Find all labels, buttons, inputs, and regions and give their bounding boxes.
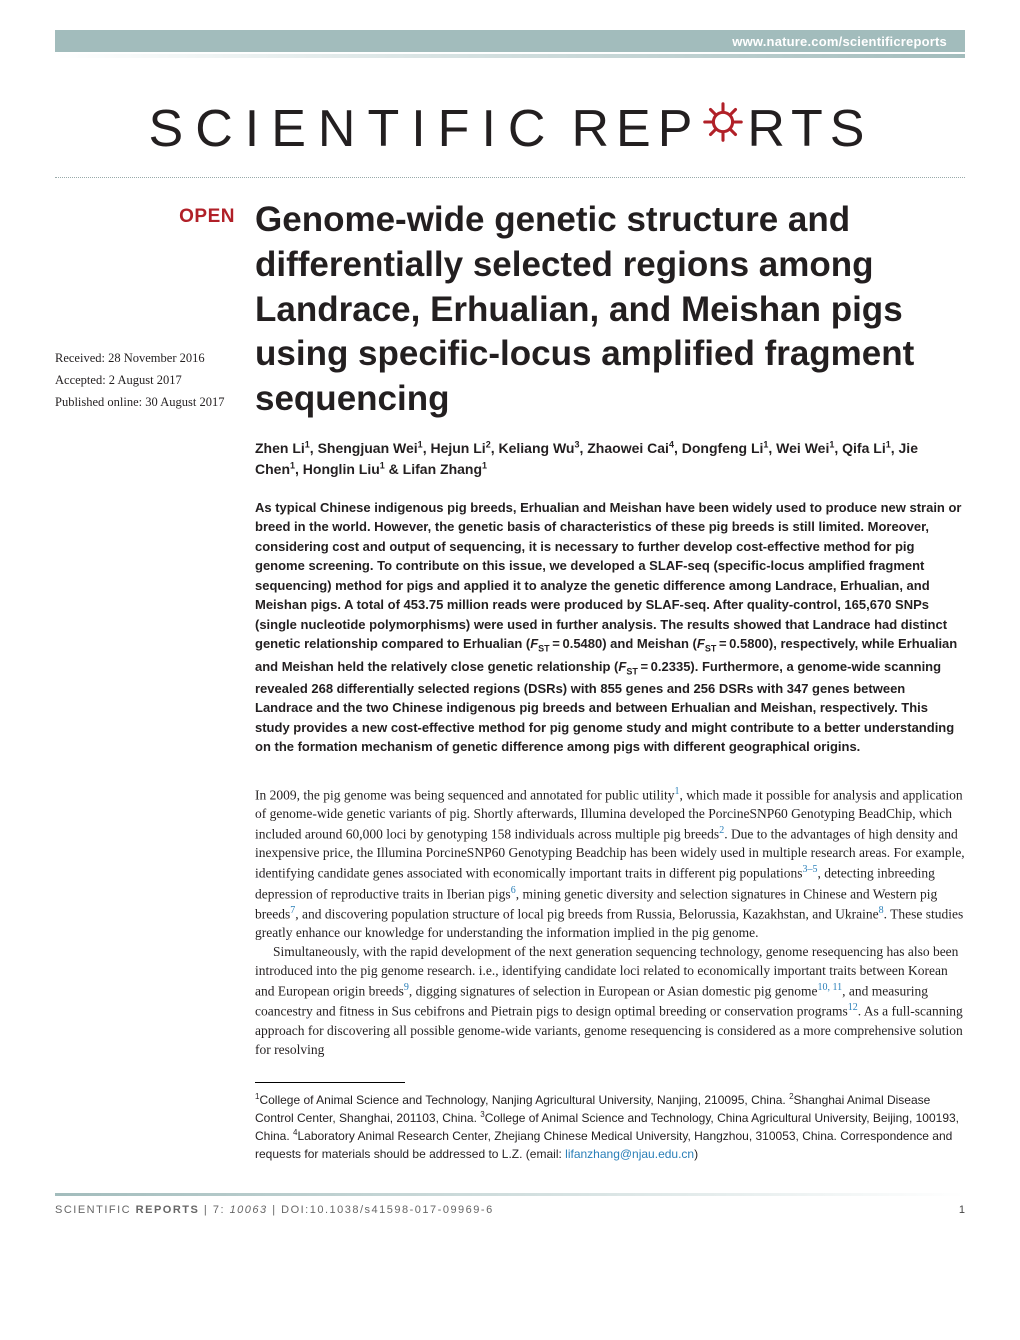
left-column: OPEN Received: 28 November 2016 Accepted…	[55, 198, 235, 1163]
body-paragraph-2: Simultaneously, with the rapid developme…	[255, 943, 965, 1059]
affiliations: 1College of Animal Science and Technolog…	[255, 1091, 965, 1163]
footer-gradient	[55, 1193, 965, 1196]
article-title: Genome-wide genetic structure and differ…	[255, 198, 965, 422]
header-url[interactable]: www.nature.com/scientificreports	[732, 34, 947, 49]
right-column: Genome-wide genetic structure and differ…	[255, 198, 965, 1163]
affiliations-rule	[255, 1082, 405, 1083]
header-gradient	[55, 54, 965, 58]
gear-icon	[699, 98, 747, 146]
content-grid: OPEN Received: 28 November 2016 Accepted…	[55, 198, 965, 1163]
authors: Zhen Li1, Shengjuan Wei1, Hejun Li2, Kel…	[255, 438, 965, 480]
footer-page-number: 1	[959, 1204, 965, 1216]
article-dates: Received: 28 November 2016 Accepted: 2 A…	[55, 348, 235, 414]
journal-word-1: SCIENTIFIC	[149, 99, 558, 159]
dotted-rule	[55, 177, 965, 178]
page-container: www.nature.com/scientificreports SCIENTI…	[0, 0, 1020, 1256]
date-published: Published online: 30 August 2017	[55, 392, 235, 414]
open-badge: OPEN	[55, 206, 235, 228]
journal-title: SCIENTIFIC REP RTS	[55, 98, 965, 159]
body-text: In 2009, the pig genome was being sequen…	[255, 785, 965, 1060]
footer-citation: SCIENTIFIC REPORTS | 7: 10063 | DOI:10.1…	[55, 1204, 494, 1216]
date-received: Received: 28 November 2016	[55, 348, 235, 370]
date-accepted: Accepted: 2 August 2017	[55, 370, 235, 392]
footer: SCIENTIFIC REPORTS | 7: 10063 | DOI:10.1…	[55, 1204, 965, 1216]
journal-word-2-pre: REP	[571, 100, 699, 158]
body-paragraph-1: In 2009, the pig genome was being sequen…	[255, 785, 965, 944]
header-bar: www.nature.com/scientificreports	[55, 30, 965, 52]
abstract: As typical Chinese indigenous pig breeds…	[255, 498, 965, 757]
journal-word-2: REP RTS	[571, 98, 871, 159]
journal-word-2-post: RTS	[747, 100, 871, 158]
